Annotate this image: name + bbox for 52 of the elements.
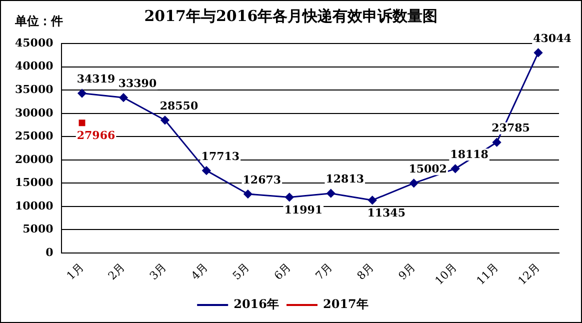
point xyxy=(285,192,294,202)
y-tick-label: 10000 xyxy=(14,199,54,212)
x-tick-label: 5月 xyxy=(230,260,252,283)
point xyxy=(368,196,377,204)
data-label: 12813 xyxy=(326,172,364,186)
data-label: 27966 xyxy=(76,129,116,142)
y-tick-label: 15000 xyxy=(14,176,54,190)
data-label: 12673 xyxy=(242,173,282,186)
data-label: 28550 xyxy=(160,100,198,113)
point xyxy=(78,120,86,126)
point xyxy=(202,166,211,175)
x-tick-label: 8月 xyxy=(354,260,376,283)
y-tick-label: 0 xyxy=(46,246,54,259)
data-label: 23785 xyxy=(492,122,530,135)
x-tick-label: 3月 xyxy=(147,260,170,283)
point xyxy=(244,190,252,198)
data-label: 11345 xyxy=(367,206,406,220)
data-label: 15002 xyxy=(408,162,447,176)
x-tick-label: 1月 xyxy=(64,260,86,283)
x-tick-label: 11月 xyxy=(474,260,501,288)
data-label: 43044 xyxy=(533,32,572,46)
x-tick-label: 4月 xyxy=(188,260,211,283)
point xyxy=(78,89,86,98)
data-label: 17713 xyxy=(201,150,240,163)
point xyxy=(119,93,128,102)
y-tick-label: 25000 xyxy=(14,130,54,143)
y-tick-label: 40000 xyxy=(14,60,54,73)
x-tick-label: 7月 xyxy=(313,260,336,283)
y-tick-label: 30000 xyxy=(14,106,54,120)
data-label: 33390 xyxy=(118,76,157,90)
x-tick-label: 2月 xyxy=(106,260,128,283)
data-label: 11991 xyxy=(284,204,323,217)
data-label: 18118 xyxy=(450,148,489,162)
point xyxy=(451,164,460,173)
y-tick-label: 35000 xyxy=(14,82,54,96)
text: 单位：件 xyxy=(15,13,63,30)
legend-label: 2017年 xyxy=(323,297,368,312)
x-tick-label: 10月 xyxy=(432,260,460,288)
x-tick-label: 9月 xyxy=(396,260,418,283)
point xyxy=(326,189,336,198)
point xyxy=(492,138,502,147)
y-tick-label: 5000 xyxy=(22,222,54,236)
data-label: 34319 xyxy=(76,72,116,86)
y-tick-label: 20000 xyxy=(14,152,54,166)
x-tick-label: 12月 xyxy=(516,260,542,288)
x-tick-label: 6月 xyxy=(272,260,294,283)
point xyxy=(160,116,170,124)
chart-title: 2017年与2016年各月快递有效申诉数量图 xyxy=(144,7,438,25)
point xyxy=(410,178,418,188)
legend-label: 2016年 xyxy=(234,297,280,312)
y-tick-label: 45000 xyxy=(14,36,54,50)
point xyxy=(534,48,543,57)
